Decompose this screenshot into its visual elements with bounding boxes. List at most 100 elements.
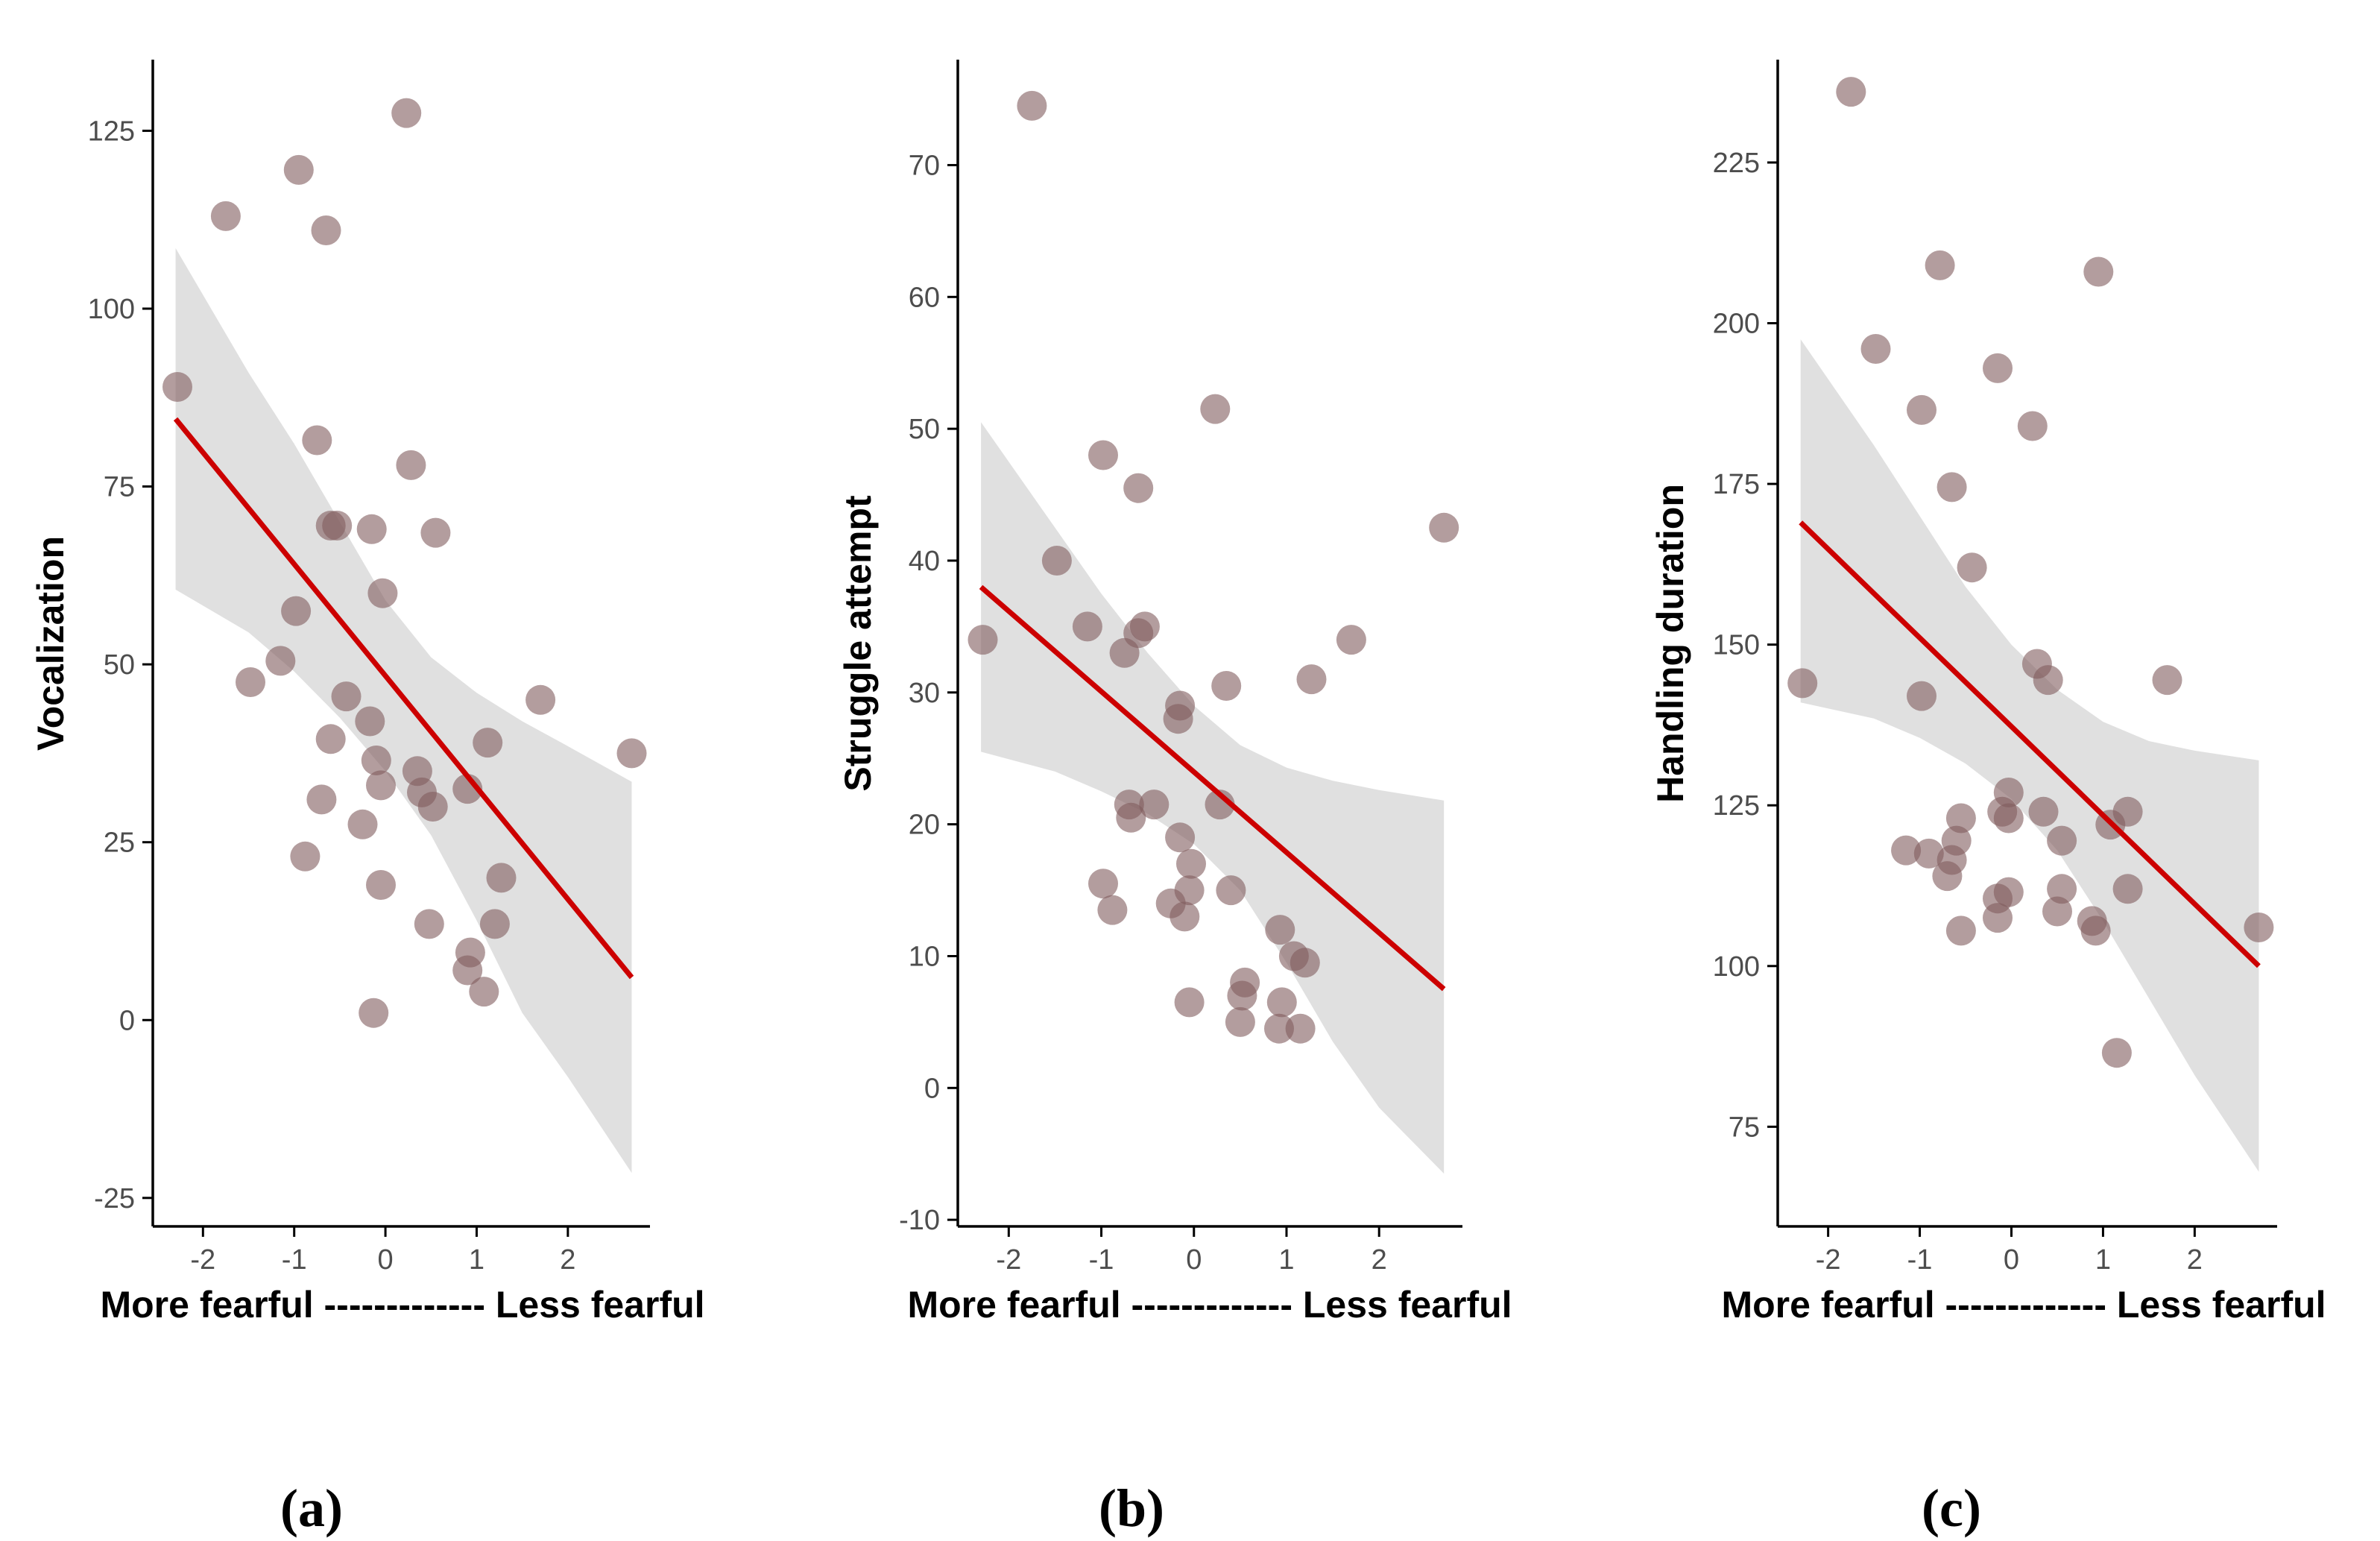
confidence-band: [175, 248, 632, 1173]
fit-line-layer: [173, 417, 634, 980]
x-axis-ticks: -2 -1 0 1 2: [190, 1226, 575, 1276]
data-point: [1945, 803, 1976, 833]
data-point: [283, 154, 314, 185]
data-point: [1836, 77, 1866, 107]
data-point: [1225, 1006, 1255, 1037]
data-point: [1936, 472, 1967, 502]
data-point: [1174, 987, 1205, 1018]
y-axis-title: Vocalization: [30, 536, 72, 751]
data-point: [1216, 875, 1246, 906]
x-tick-label: -2: [1816, 1244, 1841, 1276]
data-point: [236, 667, 265, 697]
panel-a: -25 0 25 50 75 100 125 -2 -1 0 1 2 Vocalization Mo…: [30, 60, 705, 1538]
y-tick-label: 30: [909, 678, 940, 709]
data-point: [1116, 802, 1146, 833]
y-tick-label: 0: [119, 1005, 135, 1036]
data-point: [1336, 625, 1366, 655]
x-axis-title: More fearful ------------- Less fearful: [1721, 1284, 2326, 1326]
data-point: [311, 215, 341, 245]
data-point: [473, 728, 503, 758]
data-point: [1296, 664, 1327, 695]
data-point: [2080, 916, 2111, 946]
y-axis-title: Handling duration: [1650, 484, 1691, 803]
y-tick-label: 125: [1713, 790, 1760, 822]
data-point: [1264, 1013, 1294, 1044]
y-tick-label: 75: [104, 472, 135, 503]
data-point: [420, 517, 451, 548]
y-axis-ticks: 75 100 125 150 175 200 225: [1713, 148, 1778, 1143]
data-point: [361, 746, 391, 775]
confidence-band: [1800, 339, 2259, 1172]
data-point: [210, 201, 241, 231]
data-point: [306, 784, 337, 815]
data-point: [479, 909, 510, 939]
x-tick-label: 2: [560, 1244, 575, 1276]
data-point: [1139, 790, 1170, 820]
data-point: [1265, 915, 1295, 945]
y-tick-label: 100: [88, 294, 135, 325]
confidence-band-layer: [175, 248, 632, 1173]
data-point: [1285, 1013, 1316, 1044]
y-axis-ticks: -25 0 25 50 75 100 125: [88, 116, 153, 1214]
x-tick-label: 2: [2187, 1244, 2203, 1276]
point-layer: [162, 98, 647, 1028]
data-point: [1932, 861, 1963, 892]
x-tick-label: 1: [469, 1244, 484, 1276]
regression-line: [1799, 520, 2261, 968]
panel-label: (a): [280, 1478, 343, 1538]
panel-label: (c): [1922, 1478, 1981, 1538]
data-point: [1957, 552, 1987, 583]
data-point: [1787, 668, 1818, 699]
fit-line-layer: [979, 584, 1446, 992]
data-point: [322, 511, 353, 541]
x-tick-label: -1: [1089, 1244, 1114, 1276]
data-point: [1165, 822, 1196, 853]
x-tick-label: 0: [378, 1244, 394, 1276]
x-axis-ticks: -2 -1 0 1 2: [1816, 1226, 2203, 1276]
data-point: [1072, 611, 1102, 642]
data-point: [331, 681, 362, 712]
x-tick-label: 0: [2004, 1244, 2019, 1276]
data-point: [302, 425, 332, 456]
y-tick-label: -25: [94, 1183, 135, 1214]
y-tick-label: 25: [104, 828, 135, 859]
y-tick-label: -10: [899, 1205, 940, 1236]
data-point: [1170, 901, 1200, 932]
y-tick-label: 175: [1713, 469, 1760, 500]
data-point: [2033, 665, 2063, 696]
x-axis-ticks: -2 -1 0 1 2: [996, 1226, 1387, 1276]
x-tick-label: -2: [190, 1244, 215, 1276]
y-tick-label: 60: [909, 282, 940, 313]
data-point: [355, 706, 385, 737]
data-point: [366, 870, 396, 900]
y-tick-label: 10: [909, 941, 940, 972]
data-point: [2047, 874, 2077, 904]
data-point: [1983, 353, 2013, 383]
data-point: [1017, 90, 1047, 121]
data-point: [1109, 637, 1140, 668]
x-tick-label: -1: [282, 1244, 307, 1276]
data-point: [469, 977, 499, 1007]
data-point: [2101, 1038, 2132, 1068]
y-tick-label: 40: [909, 546, 940, 577]
data-point: [414, 909, 444, 939]
data-point: [1200, 394, 1231, 424]
y-tick-label: 50: [104, 649, 135, 681]
data-point: [1907, 681, 1936, 711]
y-tick-label: 75: [1729, 1112, 1760, 1143]
data-point: [1913, 838, 1944, 869]
x-tick-label: -1: [1907, 1244, 1933, 1276]
data-point: [1097, 895, 1128, 925]
data-point: [1088, 440, 1118, 470]
y-tick-label: 100: [1713, 951, 1760, 983]
data-point: [359, 998, 389, 1028]
x-tick-label: 2: [1372, 1244, 1387, 1276]
x-tick-label: 1: [1278, 1244, 1294, 1276]
data-point: [162, 372, 192, 402]
data-point: [1163, 704, 1193, 734]
data-point: [1227, 980, 1257, 1011]
confidence-band-layer: [1800, 339, 2259, 1172]
x-tick-label: 0: [1186, 1244, 1202, 1276]
data-point: [396, 450, 426, 480]
